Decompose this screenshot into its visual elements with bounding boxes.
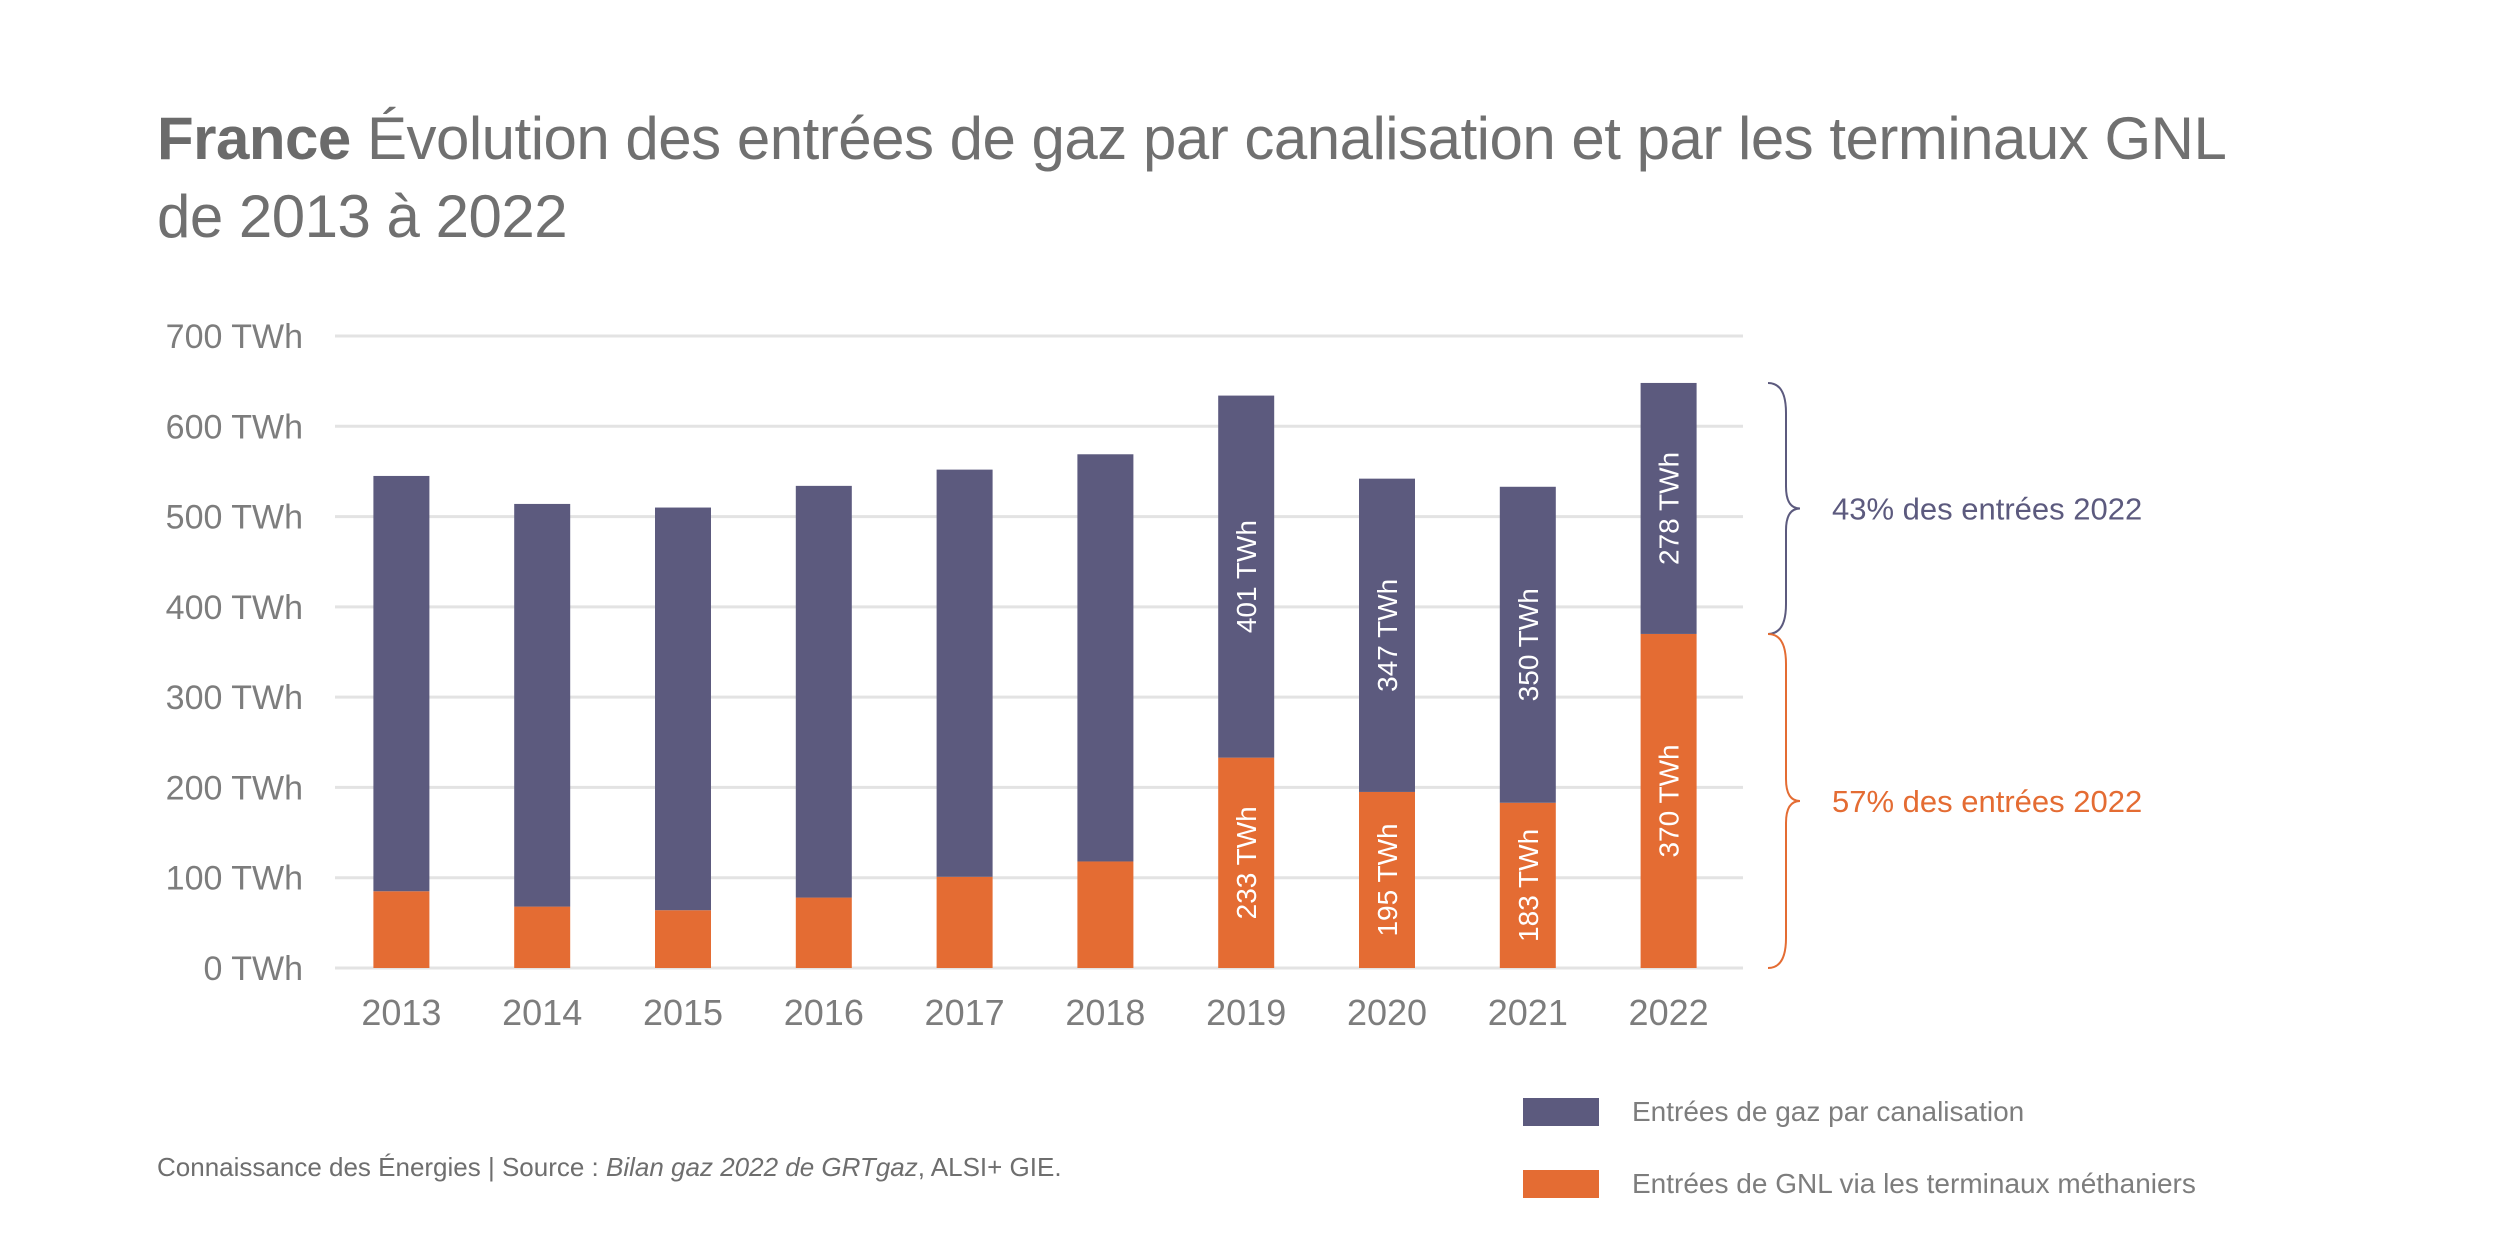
x-tick-label: 2022 xyxy=(1629,992,1709,1033)
legend-label-lng: Entrées de GNL via les terminaux méthani… xyxy=(1632,1168,2196,1199)
bar-segment-pipeline xyxy=(1640,382,1697,634)
x-tick-label: 2020 xyxy=(1347,992,1427,1033)
legend-swatch-lng xyxy=(1523,1170,1599,1198)
bar-segment-lng xyxy=(1499,802,1556,968)
y-tick-label: 200 TWh xyxy=(166,769,303,807)
annotation-pipeline-share: 43% des entrées 2022 xyxy=(1832,491,2142,526)
bar-segment-pipeline xyxy=(1499,486,1556,803)
bar-segment-lng xyxy=(1077,861,1134,968)
y-tick-label: 600 TWh xyxy=(166,408,303,446)
x-tick-label: 2015 xyxy=(643,992,723,1033)
data-label: 347 TWh xyxy=(1372,579,1403,692)
data-label: 350 TWh xyxy=(1513,588,1544,701)
bar-segment-lng xyxy=(1218,757,1275,968)
bar-segment-lng xyxy=(936,876,993,968)
bar-segment-lng xyxy=(795,897,852,968)
y-tick-label: 100 TWh xyxy=(166,860,303,898)
bar-segment-pipeline xyxy=(514,503,571,907)
y-tick-label: 300 TWh xyxy=(166,679,303,717)
source-italic: Bilan gaz 2022 de GRTgaz xyxy=(606,1152,918,1182)
brace-lng-2022 xyxy=(1767,632,1801,969)
bar-segment-lng xyxy=(373,891,430,968)
brace-pipeline-2022 xyxy=(1767,381,1801,635)
y-tick-label: 400 TWh xyxy=(166,589,303,627)
legend-item-lng: Entrées de GNL via les terminaux méthani… xyxy=(1523,1148,2196,1220)
source-suffix: , ALSI+ GIE. xyxy=(917,1152,1062,1182)
x-tick-label: 2021 xyxy=(1488,992,1568,1033)
chart-title-text: Évolution des entrées de gaz par canalis… xyxy=(366,105,2227,172)
x-tick-label: 2017 xyxy=(925,992,1005,1033)
source-prefix: Connaissance des Énergies | Source : xyxy=(157,1152,607,1182)
bars: 233 TWh 401 TWh 195 TWh 347 TWh 183 TWh 350 T… xyxy=(373,382,1697,968)
chart-title-line2: de 2013 à 2022 xyxy=(157,183,568,250)
bar-segment-pipeline xyxy=(936,469,993,877)
annotation-lng-share: 57% des entrées 2022 xyxy=(1832,784,2142,819)
source-note: Connaissance des Énergies | Source : Bil… xyxy=(157,1152,1062,1183)
bar-segment-pipeline xyxy=(1359,478,1415,792)
y-axis-labels: 0 TWh 100 TWh 200 TWh 300 TWh 400 TWh 500 TWh… xyxy=(166,318,303,988)
chart-title-country: France xyxy=(157,105,351,172)
legend-label-pipeline: Entrées de gaz par canalisation xyxy=(1632,1096,2025,1127)
data-label: 195 TWh xyxy=(1372,823,1403,936)
bar-segment-lng xyxy=(1359,791,1415,968)
data-label: 183 TWh xyxy=(1513,829,1544,942)
chart-title: France Évolution des entrées de gaz par … xyxy=(157,100,2407,256)
x-tick-label: 2018 xyxy=(1065,992,1145,1033)
data-label: 401 TWh xyxy=(1231,520,1262,633)
y-tick-label: 0 TWh xyxy=(203,950,303,988)
data-label: 370 TWh xyxy=(1654,744,1685,857)
bar-segment-lng xyxy=(1640,633,1697,968)
x-tick-label: 2016 xyxy=(784,992,864,1033)
x-axis-labels: 2013 2014 2015 2016 2017 2018 2019 2020 2021 2022 xyxy=(361,992,1708,1033)
legend-swatch-pipeline xyxy=(1523,1098,1599,1126)
x-tick-label: 2014 xyxy=(502,992,582,1033)
x-tick-label: 2019 xyxy=(1206,992,1286,1033)
y-tick-label: 700 TWh xyxy=(166,318,303,356)
bar-segment-pipeline xyxy=(1218,395,1275,758)
legend-item-pipeline: Entrées de gaz par canalisation xyxy=(1523,1076,2196,1148)
bar-segment-lng xyxy=(514,906,571,968)
bar-segment-lng xyxy=(655,910,711,968)
x-tick-label: 2013 xyxy=(361,992,441,1033)
bar-segment-pipeline xyxy=(795,485,852,898)
legend: Entrées de gaz par canalisation Entrées … xyxy=(1523,1076,2196,1220)
data-label: 233 TWh xyxy=(1231,806,1262,919)
y-tick-label: 500 TWh xyxy=(166,499,303,537)
data-label: 278 TWh xyxy=(1654,452,1685,565)
annotations: 43% des entrées 2022 57% des entrées 2022 xyxy=(1767,381,2142,969)
bar-segment-pipeline xyxy=(373,475,430,892)
bar-segment-pipeline xyxy=(1077,454,1134,862)
bar-segment-pipeline xyxy=(655,507,711,911)
